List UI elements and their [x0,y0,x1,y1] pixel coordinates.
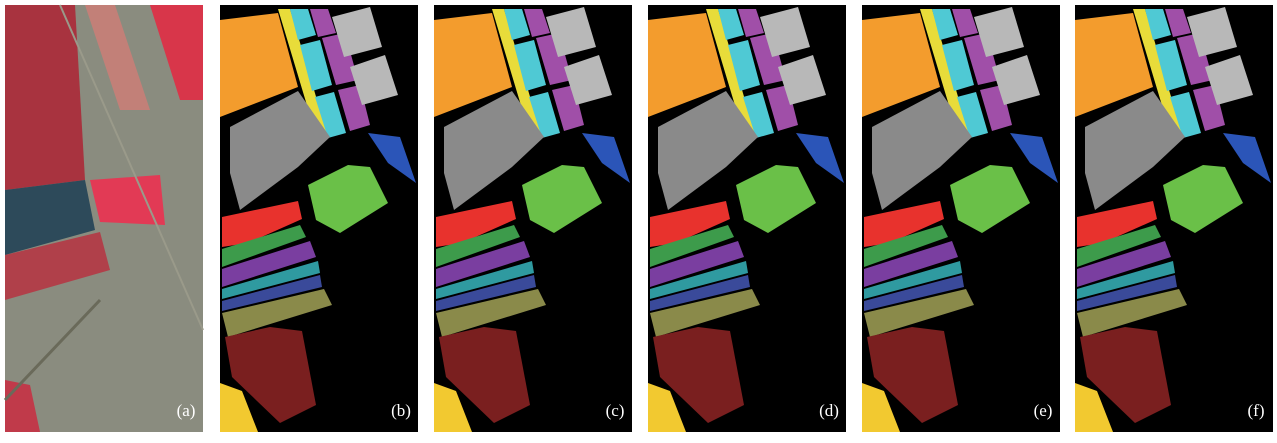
panel-label: (f) [1248,401,1265,420]
classification-map [434,5,632,432]
classification-map [648,5,846,432]
panel-label: (b) [391,401,411,420]
figure: (a) (b) (c) (d) (e) (f) [0,0,1277,438]
classification-map [862,5,1060,432]
panel-label: (d) [819,401,839,420]
classification-map [220,5,418,432]
panel-label: (e) [1034,401,1053,420]
panel-label: (c) [606,401,625,420]
classification-map [1075,5,1273,432]
panel-a [5,5,203,432]
panel-label: (a) [177,401,196,420]
page: (a) (b) (c) (d) (e) (f) (() => { const d… [0,0,1277,438]
